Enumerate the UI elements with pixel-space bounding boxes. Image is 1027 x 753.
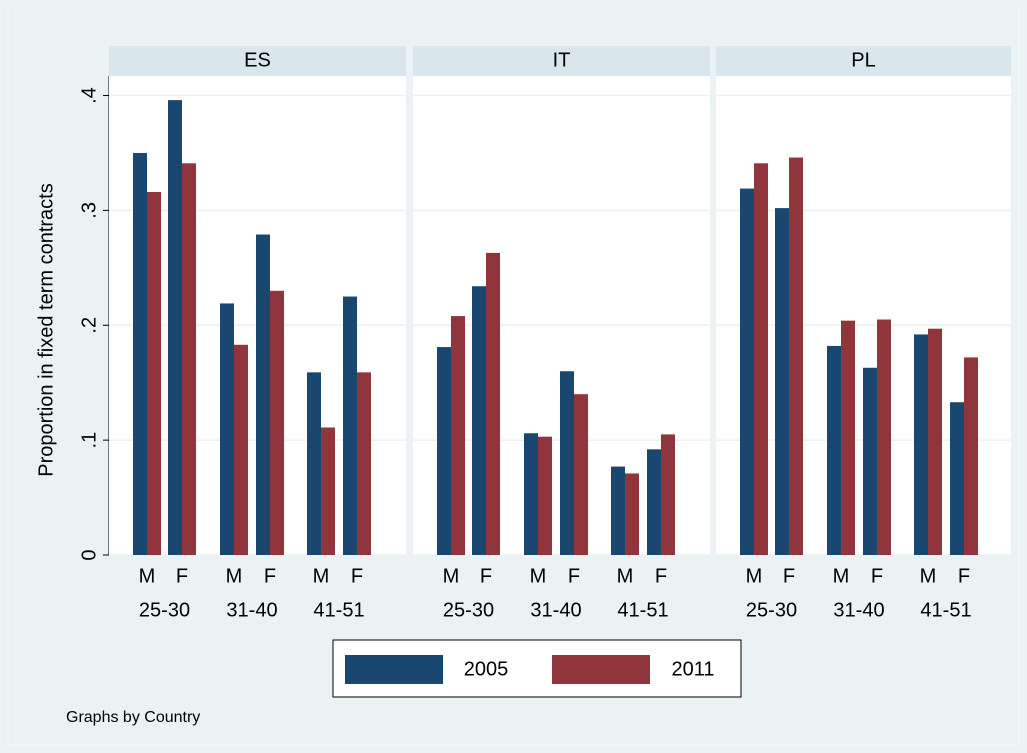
legend-swatch	[552, 655, 650, 684]
bar	[357, 372, 371, 555]
bar	[789, 157, 803, 556]
x-tick-label: F	[568, 565, 580, 587]
panel-title: ES	[244, 49, 271, 71]
y-tick-label: .1	[78, 432, 100, 449]
bar	[560, 371, 574, 555]
bar	[133, 152, 147, 556]
group-label: 25-30	[139, 599, 190, 621]
group-label: 31-40	[530, 599, 581, 621]
x-tick-label: F	[176, 565, 188, 587]
x-tick-label: F	[871, 565, 883, 587]
legend-label: 2011	[671, 658, 714, 680]
bar	[950, 402, 964, 555]
bar	[827, 345, 841, 555]
bar	[740, 188, 754, 555]
bar	[524, 433, 538, 555]
x-tick-label: F	[351, 565, 363, 587]
x-tick-label: M	[833, 565, 850, 587]
bar	[611, 466, 625, 555]
legend-label: 2005	[464, 658, 509, 680]
bar	[472, 286, 486, 555]
x-tick-label: M	[139, 565, 156, 587]
y-tick-label: .3	[78, 202, 100, 219]
y-tick-label: 0	[78, 549, 100, 560]
panel-strip	[109, 46, 406, 76]
group-label: 41-51	[313, 599, 364, 621]
x-tick-label: M	[617, 565, 634, 587]
y-tick-label: .4	[78, 87, 100, 104]
x-tick-label: M	[746, 565, 763, 587]
panel-title: PL	[851, 49, 875, 71]
x-tick-label: M	[530, 565, 547, 587]
bar	[256, 234, 270, 555]
bar	[343, 296, 357, 555]
panel-strip	[413, 46, 710, 76]
bar	[234, 344, 248, 555]
group-label: 41-51	[920, 599, 971, 621]
bar	[775, 208, 789, 555]
legend-swatch	[345, 655, 443, 684]
bar	[270, 290, 284, 555]
bar	[437, 347, 451, 555]
bar	[647, 449, 661, 555]
group-label: 41-51	[617, 599, 668, 621]
bar	[928, 328, 942, 555]
bar	[625, 473, 639, 555]
x-tick-label: M	[443, 565, 460, 587]
bar	[754, 163, 768, 556]
bar	[964, 357, 978, 555]
group-label: 31-40	[833, 599, 884, 621]
x-tick-label: F	[958, 565, 970, 587]
bar	[877, 319, 891, 555]
panel-strip	[716, 46, 1011, 76]
bar	[182, 163, 196, 556]
bar	[168, 100, 182, 555]
x-tick-label: F	[655, 565, 667, 587]
x-tick-label: F	[783, 565, 795, 587]
bar	[863, 367, 877, 555]
bar	[538, 436, 552, 555]
bar	[307, 372, 321, 555]
group-label: 25-30	[443, 599, 494, 621]
bar	[486, 252, 500, 555]
y-axis-label: Proportion in fixed term contracts	[35, 183, 57, 476]
x-tick-label: M	[313, 565, 330, 587]
bar	[321, 427, 335, 555]
x-tick-label: F	[264, 565, 276, 587]
x-tick-label: M	[226, 565, 243, 587]
x-tick-label: M	[920, 565, 937, 587]
bar	[147, 192, 161, 555]
y-tick-label: .2	[78, 317, 100, 334]
bar	[914, 334, 928, 555]
bar	[220, 303, 234, 555]
x-tick-label: F	[480, 565, 492, 587]
bar	[661, 434, 675, 555]
note: Graphs by Country	[66, 709, 200, 726]
group-label: 31-40	[226, 599, 277, 621]
bar	[574, 394, 588, 555]
panel-title: IT	[553, 49, 571, 71]
bar	[841, 320, 855, 555]
group-label: 25-30	[746, 599, 797, 621]
bar	[451, 316, 465, 555]
